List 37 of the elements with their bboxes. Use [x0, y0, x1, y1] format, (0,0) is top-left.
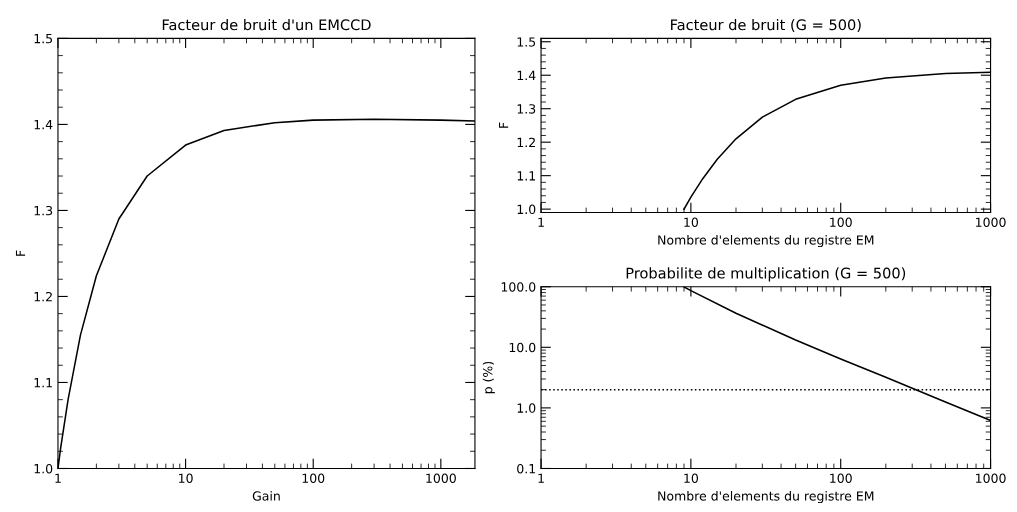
y-tick-label: 1.1: [34, 378, 52, 388]
chart-title: Probabilite de multiplication (G = 500): [626, 267, 906, 282]
y-tick-label: 1.1: [517, 171, 536, 181]
x-tick-label: 10: [179, 473, 193, 484]
chart-title: Facteur de bruit d'un EMCCD: [162, 18, 371, 31]
x-axis-title: Nombre d'elements du registre EM: [658, 490, 874, 504]
y-tick-label: 1.4: [517, 70, 536, 80]
y-axis-title: F: [499, 122, 509, 128]
y-axis-title: p (%): [482, 361, 495, 394]
y-tick-label: 1.5: [34, 34, 53, 44]
x-tick-label: 1: [538, 217, 544, 227]
y-tick-label: 1.3: [517, 104, 536, 114]
x-tick-label: 1: [55, 473, 61, 483]
y-tick-label: 1.2: [517, 137, 535, 147]
x-tick-label: 10: [684, 217, 698, 228]
x-tick-label: 100: [830, 473, 852, 484]
y-tick-label: 1.0: [34, 463, 53, 474]
chart-title: Facteur de bruit (G = 500): [671, 18, 861, 32]
y-tick-label: 100.0: [501, 282, 536, 292]
x-tick-label: 100: [830, 217, 852, 228]
y-tick-label: 1.0: [517, 204, 536, 215]
x-tick-label: 100: [302, 473, 325, 484]
y-tick-label: 1.0: [517, 403, 536, 413]
y-tick-label: 1.5: [517, 37, 536, 47]
y-axis-title: F: [15, 250, 26, 256]
y-tick-label: 1.4: [34, 120, 53, 130]
y-tick-label: 10.0: [509, 342, 536, 353]
x-tick-label: 1000: [976, 217, 1006, 228]
y-tick-label: 1.2: [34, 291, 52, 302]
x-axis-title: Nombre d'elements du registre EM: [658, 234, 874, 248]
y-tick-label: 1.3: [34, 205, 53, 216]
x-tick-label: 1000: [426, 473, 456, 484]
x-tick-label: 1: [538, 473, 544, 483]
x-tick-label: 1000: [976, 473, 1006, 484]
y-tick-label: 0.1: [517, 463, 536, 474]
x-tick-label: 10: [684, 473, 698, 484]
x-axis-title: Gain: [252, 490, 280, 501]
